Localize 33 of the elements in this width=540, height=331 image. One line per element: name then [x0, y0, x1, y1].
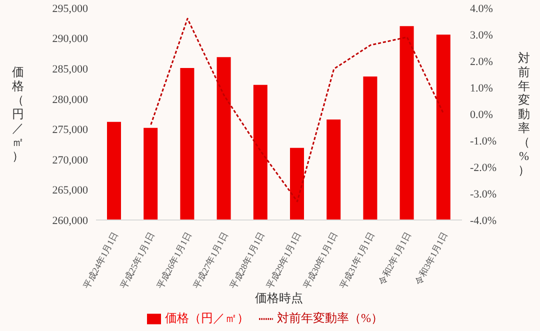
- y2-tick-label: 1.0%: [470, 82, 493, 94]
- y-tick-label: 280,000: [52, 94, 88, 106]
- y2-tick-label: -4.0%: [470, 214, 497, 227]
- x-tick-label: 平成31年1月1日: [338, 230, 376, 291]
- y2-tick-label: -2.0%: [470, 162, 497, 174]
- line-series: [150, 18, 444, 202]
- y-tick-label: 265,000: [52, 184, 88, 197]
- y2-tick-label: 0.0%: [470, 108, 493, 121]
- y-tick-label: 275,000: [52, 124, 88, 136]
- y-tick-label: 285,000: [52, 63, 88, 76]
- y-tick-label: 290,000: [52, 33, 88, 46]
- y2-tick-label: 2.0%: [470, 56, 493, 68]
- x-tick-label: 平成30年1月1日: [301, 230, 340, 291]
- y-axis-title: 価格（円／㎡）: [11, 65, 24, 163]
- y2-tick-label: 4.0%: [470, 2, 493, 15]
- x-tick-label: 令和3年1月1日: [413, 230, 450, 287]
- y-tick-label: 270,000: [52, 154, 88, 166]
- text: 対前年変動率（%）: [518, 51, 530, 177]
- x-tick-label: 平成24年1月1日: [82, 230, 120, 291]
- x-tick-label: 平成25年1月1日: [118, 230, 157, 291]
- x-axis-title: 価格時点: [255, 291, 303, 305]
- legend-label: 価格（円／㎡）: [165, 311, 249, 325]
- y-tick-label: 295,000: [52, 2, 88, 15]
- x-tick-label: 平成29年1月1日: [264, 230, 304, 291]
- y2-tick-label: -1.0%: [470, 135, 497, 148]
- x-tick-label: 平成26年1月1日: [154, 230, 194, 291]
- legend-label: 対前年変動率（%）: [277, 311, 383, 325]
- y2-tick-label: -3.0%: [470, 188, 497, 200]
- x-tick-label: 平成27年1月1日: [191, 230, 230, 291]
- y2-tick-label: 3.0%: [470, 29, 493, 42]
- x-tick-label: 令和2年1月1日: [376, 230, 413, 287]
- x-tick-label: 平成28年1月1日: [228, 230, 266, 291]
- y-tick-label: 260,000: [52, 214, 88, 227]
